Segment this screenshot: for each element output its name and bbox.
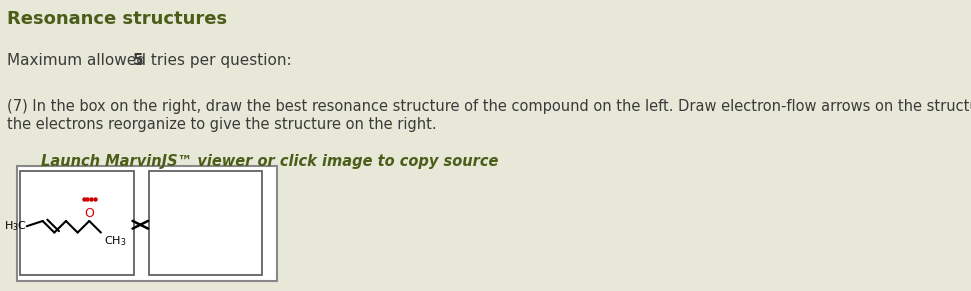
Text: Resonance structures: Resonance structures <box>7 10 227 28</box>
FancyBboxPatch shape <box>20 171 134 275</box>
Text: H$_3$C: H$_3$C <box>4 219 27 233</box>
FancyBboxPatch shape <box>149 171 262 275</box>
Text: O: O <box>84 207 94 220</box>
Text: CH$_3$: CH$_3$ <box>104 234 126 248</box>
Text: Launch MarvinJS™ viewer or click image to copy source: Launch MarvinJS™ viewer or click image t… <box>41 154 498 169</box>
Text: Maximum allowed tries per question:: Maximum allowed tries per question: <box>7 53 296 68</box>
Text: (7) In the box on the right, draw the best resonance structure of the compound o: (7) In the box on the right, draw the be… <box>7 100 971 132</box>
Text: 5: 5 <box>133 53 144 68</box>
FancyBboxPatch shape <box>17 166 277 281</box>
